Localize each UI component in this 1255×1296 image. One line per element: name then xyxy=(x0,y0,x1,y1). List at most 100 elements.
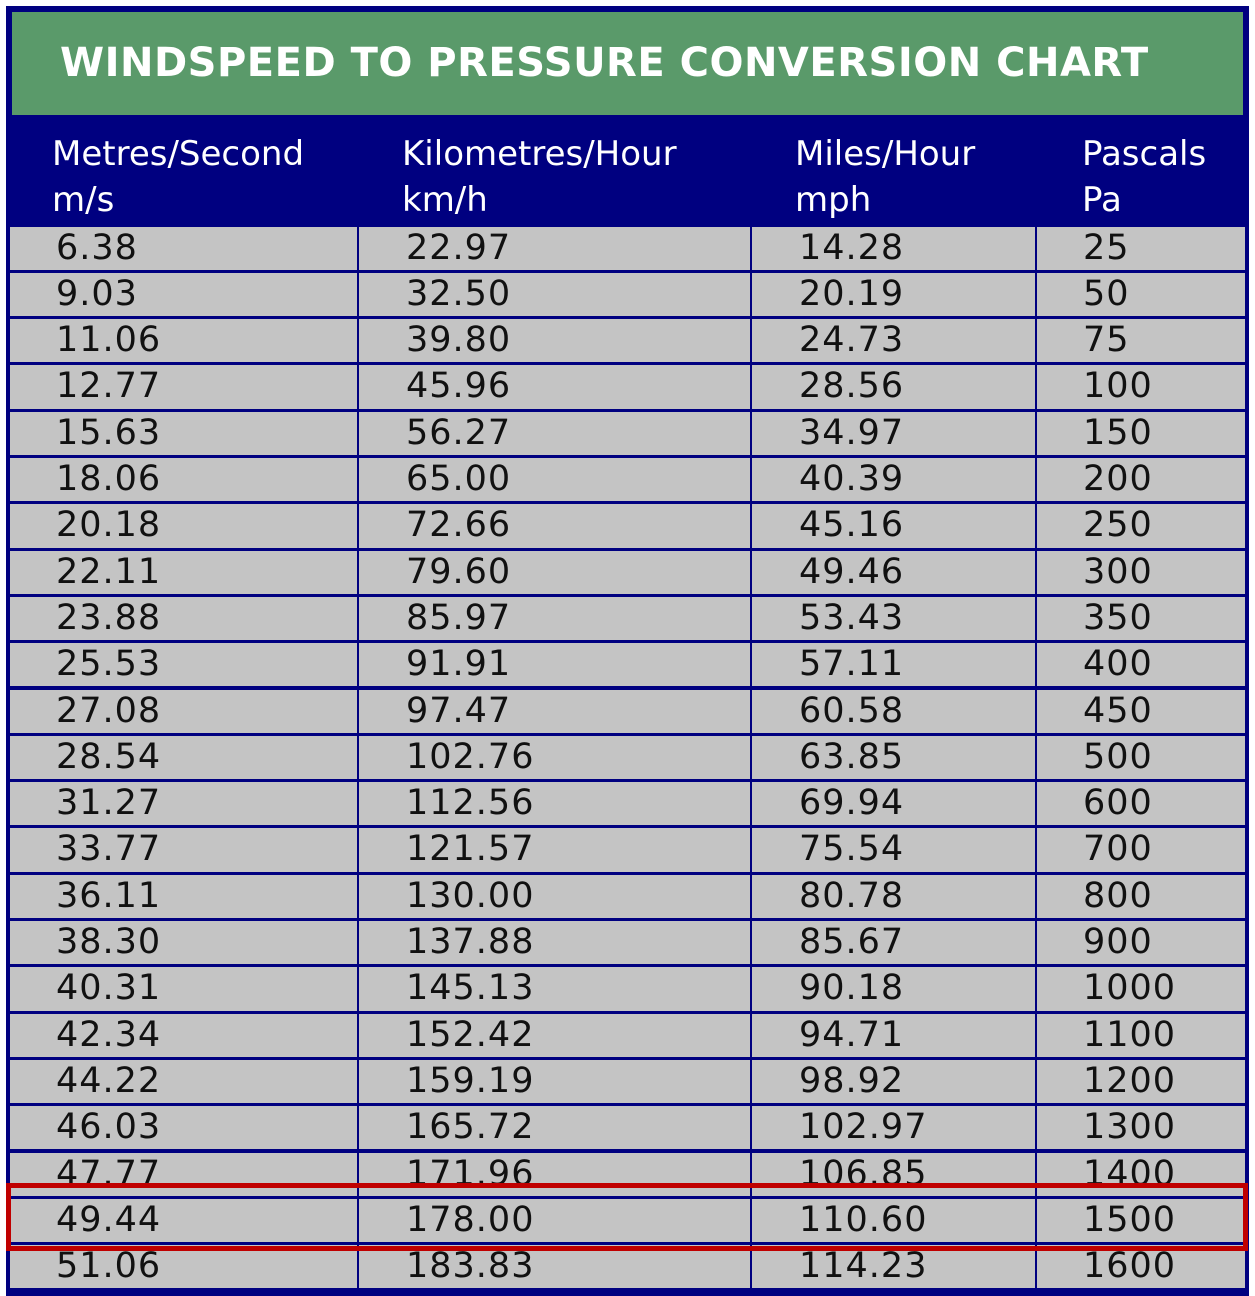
cell-mph: 24.73 xyxy=(752,319,1035,363)
cell-ms: 23.88 xyxy=(10,596,357,641)
table-row: 23.88 85.97 53.43 350 xyxy=(6,595,1249,641)
cell-ms: 36.11 xyxy=(10,874,357,918)
table-row: 12.77 45.96 28.56 100 xyxy=(6,364,1249,410)
cell-ms: 44.22 xyxy=(10,1059,357,1104)
cell-kmh: 22.97 xyxy=(359,226,750,270)
cell-pa: 1300 xyxy=(1037,1106,1245,1150)
cell-kmh: 56.27 xyxy=(359,411,750,455)
cell-mph: 60.58 xyxy=(752,689,1035,733)
cell-pa: 700 xyxy=(1037,828,1245,872)
cell-pa: 500 xyxy=(1037,735,1245,780)
cell-kmh: 145.13 xyxy=(359,967,750,1011)
cell-pa: 900 xyxy=(1037,921,1245,965)
cell-ms: 31.27 xyxy=(10,782,357,826)
cell-mph: 80.78 xyxy=(752,874,1035,918)
cell-kmh: 137.88 xyxy=(359,921,750,965)
table-row: 25.53 91.91 57.11 400 xyxy=(6,642,1249,688)
table-row: 42.34 152.42 94.71 1100 xyxy=(6,1012,1249,1058)
cell-mph: 69.94 xyxy=(752,782,1035,826)
cell-ms: 42.34 xyxy=(10,1013,357,1057)
table-row: 9.03 32.50 20.19 50 xyxy=(6,271,1249,317)
cell-pa: 400 xyxy=(1037,643,1245,687)
cell-kmh: 45.96 xyxy=(359,365,750,409)
header-ms-name: Metres/Second xyxy=(52,134,305,174)
cell-ms: 9.03 xyxy=(10,272,357,317)
cell-kmh: 102.76 xyxy=(359,735,750,780)
cell-mph: 102.97 xyxy=(752,1106,1035,1150)
header-mph-unit: mph xyxy=(795,180,872,220)
chart-title: WINDSPEED TO PRESSURE CONVERSION CHART xyxy=(12,12,1243,115)
header-ms: Metres/Second m/s xyxy=(52,131,304,223)
cell-mph: 106.85 xyxy=(752,1152,1035,1196)
table-row: 36.11 130.00 80.78 800 xyxy=(6,873,1249,919)
cell-kmh: 65.00 xyxy=(359,458,750,502)
header-pa-name: Pascals xyxy=(1082,134,1207,174)
table-row: 51.06 183.83 114.23 1600 xyxy=(6,1244,1249,1290)
cell-mph: 94.71 xyxy=(752,1013,1035,1057)
cell-mph: 45.16 xyxy=(752,504,1035,548)
table-row: 47.77 171.96 106.85 1400 xyxy=(6,1151,1249,1197)
header-kmh: Kilometres/Hour km/h xyxy=(402,131,677,223)
cell-ms: 22.11 xyxy=(10,550,357,594)
cell-pa: 100 xyxy=(1037,365,1245,409)
table-row: 31.27 112.56 69.94 600 xyxy=(6,781,1249,827)
cell-pa: 75 xyxy=(1037,319,1245,363)
cell-kmh: 85.97 xyxy=(359,596,750,641)
cell-pa: 1100 xyxy=(1037,1013,1245,1057)
table-row: 46.03 165.72 102.97 1300 xyxy=(6,1105,1249,1151)
cell-pa: 300 xyxy=(1037,550,1245,594)
cell-mph: 110.60 xyxy=(752,1198,1035,1243)
cell-mph: 114.23 xyxy=(752,1245,1035,1289)
header-ms-unit: m/s xyxy=(52,180,115,220)
cell-mph: 28.56 xyxy=(752,365,1035,409)
cell-pa: 1200 xyxy=(1037,1059,1245,1104)
cell-kmh: 32.50 xyxy=(359,272,750,317)
cell-pa: 600 xyxy=(1037,782,1245,826)
cell-kmh: 97.47 xyxy=(359,689,750,733)
table-row: 20.18 72.66 45.16 250 xyxy=(6,503,1249,549)
cell-pa: 450 xyxy=(1037,689,1245,733)
table-row: 28.54 102.76 63.85 500 xyxy=(6,734,1249,780)
table-row: 27.08 97.47 60.58 450 xyxy=(6,688,1249,734)
cell-mph: 14.28 xyxy=(752,226,1035,270)
cell-pa: 1600 xyxy=(1037,1245,1245,1289)
cell-ms: 47.77 xyxy=(10,1152,357,1196)
cell-ms: 46.03 xyxy=(10,1106,357,1150)
cell-ms: 27.08 xyxy=(10,689,357,733)
cell-mph: 20.19 xyxy=(752,272,1035,317)
cell-ms: 51.06 xyxy=(10,1245,357,1289)
cell-mph: 40.39 xyxy=(752,458,1035,502)
cell-kmh: 130.00 xyxy=(359,874,750,918)
cell-pa: 1400 xyxy=(1037,1152,1245,1196)
table-header: Metres/Second m/s Kilometres/Hour km/h M… xyxy=(6,121,1249,225)
cell-pa: 25 xyxy=(1037,226,1245,270)
table-row: 18.06 65.00 40.39 200 xyxy=(6,457,1249,503)
cell-kmh: 72.66 xyxy=(359,504,750,548)
cell-ms: 6.38 xyxy=(10,226,357,270)
cell-pa: 1500 xyxy=(1037,1198,1245,1243)
table-row: 38.30 137.88 85.67 900 xyxy=(6,920,1249,966)
cell-pa: 150 xyxy=(1037,411,1245,455)
cell-ms: 25.53 xyxy=(10,643,357,687)
table-row: 11.06 39.80 24.73 75 xyxy=(6,318,1249,364)
cell-kmh: 39.80 xyxy=(359,319,750,363)
cell-ms: 11.06 xyxy=(10,319,357,363)
cell-ms: 20.18 xyxy=(10,504,357,548)
cell-kmh: 183.83 xyxy=(359,1245,750,1289)
cell-ms: 18.06 xyxy=(10,458,357,502)
cell-ms: 33.77 xyxy=(10,828,357,872)
table-row: 6.38 22.97 14.28 25 xyxy=(6,225,1249,271)
cell-kmh: 159.19 xyxy=(359,1059,750,1104)
cell-kmh: 112.56 xyxy=(359,782,750,826)
header-pa: Pascals Pa xyxy=(1082,131,1206,223)
cell-kmh: 91.91 xyxy=(359,643,750,687)
cell-pa: 250 xyxy=(1037,504,1245,548)
cell-kmh: 171.96 xyxy=(359,1152,750,1196)
cell-mph: 53.43 xyxy=(752,596,1035,641)
cell-kmh: 152.42 xyxy=(359,1013,750,1057)
cell-mph: 63.85 xyxy=(752,735,1035,780)
cell-pa: 200 xyxy=(1037,458,1245,502)
cell-kmh: 165.72 xyxy=(359,1106,750,1150)
cell-mph: 75.54 xyxy=(752,828,1035,872)
table-row: 15.63 56.27 34.97 150 xyxy=(6,410,1249,456)
